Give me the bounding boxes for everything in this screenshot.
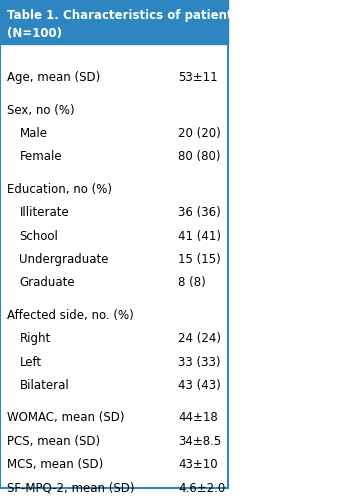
Text: (N=100): (N=100): [7, 27, 62, 40]
Text: Female: Female: [19, 150, 62, 163]
Text: 43±10: 43±10: [178, 458, 218, 471]
Text: 44±18: 44±18: [178, 411, 218, 424]
Text: SF-MPQ-2, mean (SD): SF-MPQ-2, mean (SD): [7, 482, 134, 495]
Text: 53±11: 53±11: [178, 71, 218, 84]
Text: Undergraduate: Undergraduate: [19, 253, 109, 266]
Text: 34±8.5: 34±8.5: [178, 434, 221, 447]
Text: Male: Male: [19, 127, 47, 140]
Text: 36 (36): 36 (36): [178, 206, 221, 219]
Text: School: School: [19, 230, 58, 243]
Text: Education, no (%): Education, no (%): [7, 183, 112, 195]
Text: 24 (24): 24 (24): [178, 332, 221, 345]
Text: 80 (80): 80 (80): [178, 150, 221, 163]
Text: 20 (20): 20 (20): [178, 127, 221, 140]
Text: Right: Right: [19, 332, 51, 345]
Text: 41 (41): 41 (41): [178, 230, 221, 243]
Text: Bilateral: Bilateral: [19, 379, 69, 392]
Text: Affected side, no. (%): Affected side, no. (%): [7, 309, 134, 321]
Text: MCS, mean (SD): MCS, mean (SD): [7, 458, 103, 471]
Text: Table 1. Characteristics of patients with knee osteoarthritis: Table 1. Characteristics of patients wit…: [7, 9, 357, 22]
Text: PCS, mean (SD): PCS, mean (SD): [7, 434, 100, 447]
Text: Age, mean (SD): Age, mean (SD): [7, 71, 100, 84]
Text: Illiterate: Illiterate: [19, 206, 69, 219]
Text: 15 (15): 15 (15): [178, 253, 221, 266]
Text: WOMAC, mean (SD): WOMAC, mean (SD): [7, 411, 124, 424]
Text: 8 (8): 8 (8): [178, 276, 206, 289]
Text: Graduate: Graduate: [19, 276, 75, 289]
Text: 4.6±2.0: 4.6±2.0: [178, 482, 225, 495]
Text: Left: Left: [19, 356, 41, 369]
Text: 33 (33): 33 (33): [178, 356, 221, 369]
Text: Sex, no (%): Sex, no (%): [7, 104, 75, 117]
Text: 43 (43): 43 (43): [178, 379, 221, 392]
FancyBboxPatch shape: [0, 0, 228, 44]
